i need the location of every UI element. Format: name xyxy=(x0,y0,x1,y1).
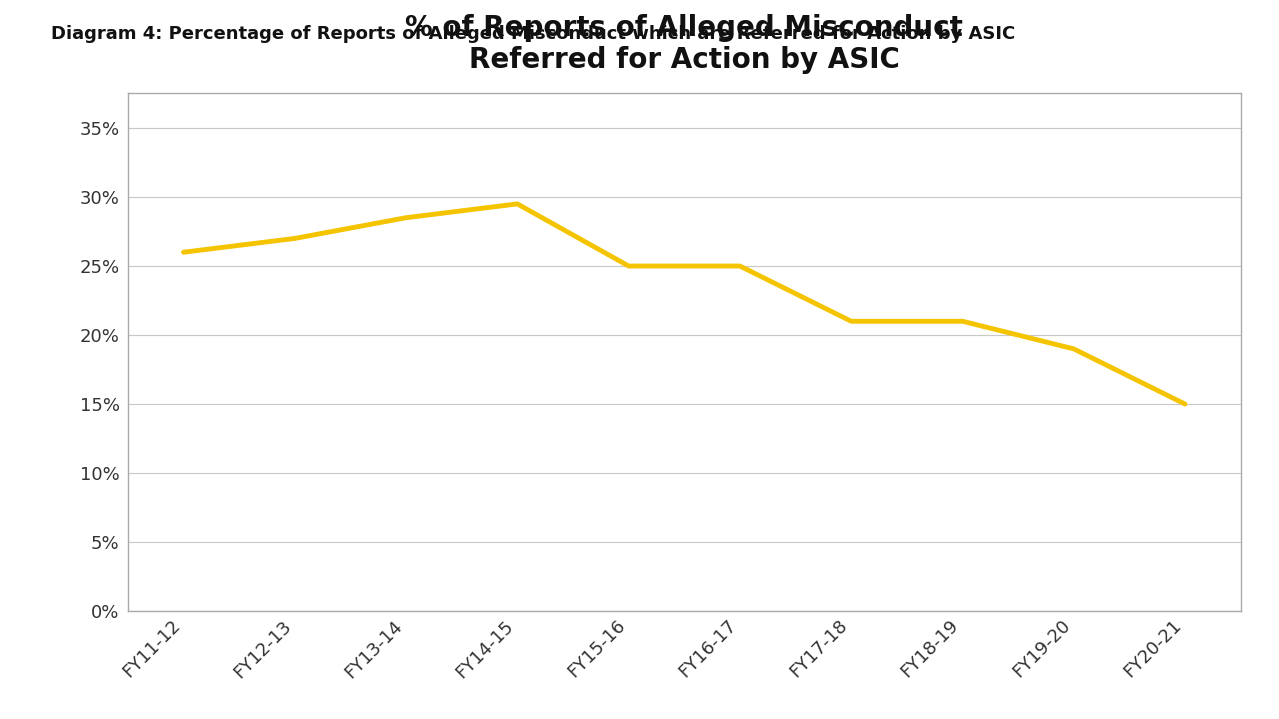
Title: % of Reports of Alleged Misconduct
Referred for Action by ASIC: % of Reports of Alleged Misconduct Refer… xyxy=(405,14,963,75)
Text: Diagram 4: Percentage of Reports of Alleged Misconduct which are Referred for Ac: Diagram 4: Percentage of Reports of Alle… xyxy=(51,25,1016,43)
